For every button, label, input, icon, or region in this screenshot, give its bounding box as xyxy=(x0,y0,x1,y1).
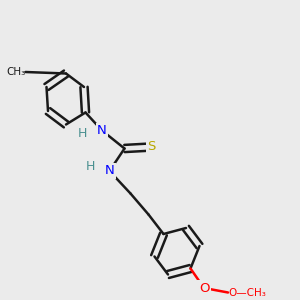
Text: N: N xyxy=(105,164,114,178)
Text: CH₃: CH₃ xyxy=(6,67,26,77)
Text: N: N xyxy=(97,124,107,137)
Text: O: O xyxy=(199,281,209,295)
Text: S: S xyxy=(147,140,156,154)
Text: H: H xyxy=(78,127,87,140)
Text: O—CH₃: O—CH₃ xyxy=(228,287,266,298)
Text: H: H xyxy=(85,160,95,173)
